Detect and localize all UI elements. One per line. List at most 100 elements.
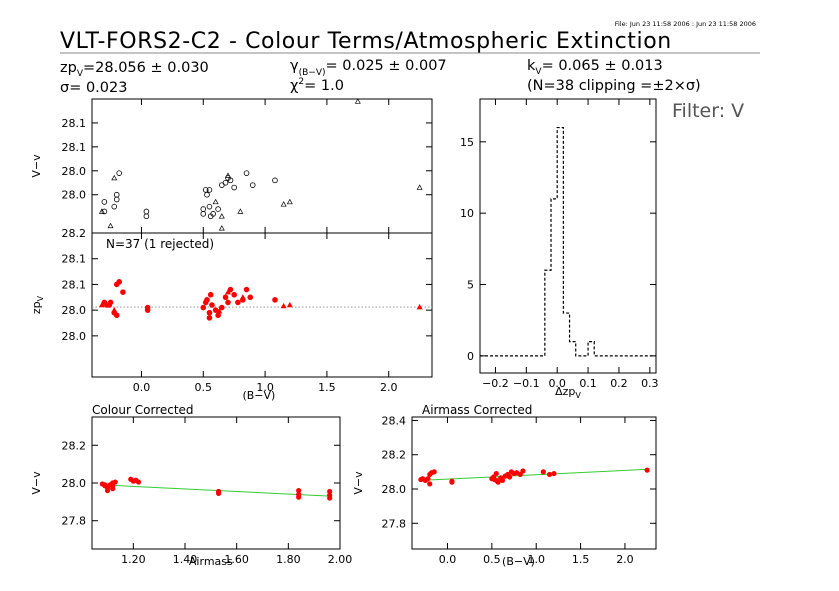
y-tick-label: 5 (467, 279, 474, 292)
zp-frame (91, 232, 433, 378)
x-tick-label: 1.60 (224, 553, 249, 566)
x-axis-label: (B−V) (502, 555, 535, 568)
data-point-circle (200, 206, 207, 212)
x-tick-label: −0.1 (513, 377, 540, 390)
x-tick-label: 0.3 (641, 377, 659, 390)
page-title: VLT-FORS2-C2 - Colour Terms/Atmospheric … (60, 29, 672, 54)
y-axis-label: V−v (30, 471, 43, 495)
data-point-circle (222, 179, 229, 186)
x-tick-label: 2.0 (616, 553, 634, 566)
colour-corrected-frame (91, 416, 341, 550)
data-point (207, 291, 214, 298)
x-tick-label: 1.40 (173, 553, 198, 566)
x-axis-label: Airmass (189, 555, 233, 568)
data-point-triangle (218, 225, 225, 231)
data-point (272, 297, 278, 303)
data-point (225, 299, 231, 306)
data-point (540, 469, 546, 475)
data-point (215, 490, 222, 496)
data-point-triangle (107, 222, 114, 229)
y-tick-label: 28.2 (382, 449, 407, 462)
x-tick-label: 1.0 (256, 381, 274, 394)
x-tick-label: −0.2 (482, 377, 509, 390)
raw-scatter-panel: 28.1 28.1 28.0 28.0 V−v (30, 98, 433, 234)
y-tick-label: 27.8 (382, 517, 407, 530)
data-point (243, 286, 250, 293)
y-tick-label: 28.0 (62, 477, 87, 490)
data-point-circle (231, 184, 237, 191)
x-axis-label: (B−V) (242, 389, 275, 402)
y-tick-label: 10 (460, 207, 474, 220)
data-point-triangle (98, 208, 105, 214)
y-axis-label-text: V−v (352, 471, 365, 495)
data-point-circle (113, 196, 120, 203)
x-tick-label: 1.80 (276, 553, 301, 566)
data-point-triangle (225, 172, 231, 178)
x-tick-label: 2.00 (328, 553, 353, 566)
histogram-frame (479, 98, 657, 374)
x-tick-label: 0.0 (439, 553, 457, 566)
data-point (212, 307, 219, 313)
data-point-triangle (286, 301, 293, 308)
data-point-triangle (218, 213, 225, 219)
x-tick-label: 1.20 (121, 553, 146, 566)
data-point-circle (206, 203, 213, 210)
panel-annotation: N=37 (1 rejected) (106, 237, 214, 251)
data-point-circle (249, 182, 256, 188)
colour-corrected-panel: 28.2 28.0 27.8 1.20 1.40 1.60 1.80 2.00 Colour C… (30, 403, 352, 568)
data-point (219, 304, 225, 311)
data-point (427, 481, 433, 487)
y-tick-label: 28.0 (382, 483, 407, 496)
data-point (231, 291, 237, 298)
x-axis-label-text: Δzp (555, 385, 575, 398)
y-tick-label: 28.0 (62, 304, 87, 317)
data-point-circle (143, 208, 150, 215)
data-point-circle (116, 170, 122, 176)
y-tick-label: 0 (467, 350, 474, 363)
data-point (493, 470, 499, 477)
data-point (112, 479, 118, 485)
y-axis-label: V−v (30, 154, 43, 178)
histogram-step-line (480, 126, 656, 357)
data-point (135, 479, 142, 485)
data-point-circle (101, 208, 108, 215)
data-point (551, 470, 557, 477)
x-tick-label: 1.5 (318, 381, 336, 394)
data-point-triangle (111, 307, 118, 313)
y-tick-label: 28.1 (62, 141, 87, 154)
y-tick-label: 15 (460, 136, 474, 149)
raw-frame (91, 98, 433, 234)
residual-histogram-panel: 0 5 10 15 −0.2 −0.1 0.0 0.1 0.2 0.3 ΔzpV (460, 98, 659, 400)
data-point-triangle (280, 201, 287, 207)
data-point (215, 312, 221, 319)
data-point (120, 289, 126, 295)
x-tick-label: 2.0 (380, 381, 398, 394)
y-tick-label: 28.1 (62, 278, 87, 291)
data-point-triangle (111, 174, 118, 181)
data-point (327, 495, 333, 501)
data-point-circle (111, 203, 118, 210)
chi-result: χ2= 1.0 (290, 77, 344, 94)
data-point-circle (143, 213, 150, 220)
data-point-circle (272, 177, 278, 184)
x-tick-label: 0.5 (195, 381, 213, 394)
data-point (116, 279, 122, 285)
data-point (206, 309, 213, 316)
data-point (113, 312, 120, 319)
y-axis-label-sub: V (36, 295, 45, 301)
x-axis-label-text: (B−V) (502, 555, 535, 568)
data-point (206, 315, 213, 321)
data-point-triangle (239, 294, 246, 300)
data-point (110, 486, 116, 492)
fit-line (420, 468, 648, 481)
y-tick-label: 28.2 (62, 439, 87, 452)
x-axis-label-text: Airmass (189, 555, 233, 568)
x-tick-label: 0.0 (548, 377, 566, 390)
y-axis-label-text: V−v (30, 471, 43, 495)
data-point (499, 477, 506, 484)
k-result: kV= 0.065 ± 0.013 (527, 58, 663, 77)
data-point (506, 474, 513, 480)
data-point (449, 479, 455, 485)
panel-title: Airmass Corrected (422, 403, 532, 417)
